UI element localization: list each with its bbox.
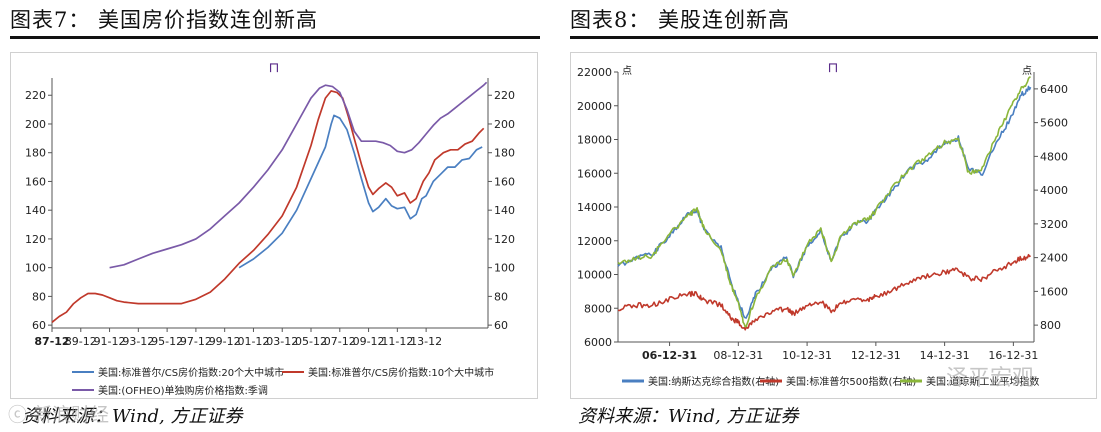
x-tick-label: 07-12 (324, 335, 356, 348)
y-tick-label-left: 16000 (577, 167, 612, 180)
x-tick-label: 87-12 (34, 335, 69, 348)
y-tick-label-left: 14000 (577, 201, 612, 214)
y-tick-label-right: 3200 (1040, 218, 1068, 231)
y-tick-label-right: 6400 (1040, 83, 1068, 96)
x-tick-label: 03-12 (266, 335, 298, 348)
legend-label: 美国:标准普尔/CS房价指数:10个大中城市 (308, 366, 494, 379)
source-note: 资料来源：Wind, 方正证券 (578, 406, 799, 427)
x-tick-label: 10-12-31 (782, 349, 832, 362)
panel-title: 图表8： 美股连创新高 (570, 8, 791, 32)
chart-marker: ⊓ (828, 60, 839, 76)
x-tick-label: 91-12 (94, 335, 126, 348)
title-rule (10, 36, 540, 39)
y-tick-label-left: 140 (25, 204, 46, 217)
left-axis-unit: 点 (622, 65, 632, 77)
x-tick-label: 14-12-31 (920, 349, 970, 362)
y-tick-label-left: 8000 (584, 302, 612, 315)
y-tick-label-left: 22000 (577, 66, 612, 79)
x-tick-label: 12-12-31 (851, 349, 901, 362)
x-tick-label: 13-12 (410, 335, 442, 348)
y-tick-label-right: 120 (494, 233, 515, 246)
y-tick-label-right: 5600 (1040, 117, 1068, 130)
stock-index-chart: ⊓ 点 点 6000 8000 10000 12000 14000 16000 18000 200… (577, 60, 1068, 388)
y-tick-label-right: 140 (494, 204, 515, 217)
y-tick-label-right: 100 (494, 262, 515, 275)
y-tick-label-right: 4000 (1040, 184, 1068, 197)
x-tick-label: 01-12 (237, 335, 269, 348)
y-tick-label-left: 100 (25, 262, 46, 275)
y-tick-label-left: 6000 (584, 336, 612, 349)
y-tick-label-right: 180 (494, 147, 515, 160)
x-tick-label: 95-12 (151, 335, 183, 348)
y-tick-label-left: 120 (25, 233, 46, 246)
x-tick-label: 89-12 (65, 335, 97, 348)
panel-house-price: 图表7： 美国房价指数连创新高 ⊓ 60 60 80 80 100 100 120 120 14… (0, 0, 545, 432)
series-line-3 (617, 76, 1031, 328)
chart-marker: ⊓ (269, 60, 280, 76)
y-tick-label-left: 10000 (577, 269, 612, 282)
y-tick-label-right: 2400 (1040, 252, 1068, 265)
legend-label: 美国:道琼斯工业平均指数 (926, 375, 1039, 388)
y-tick-label-right: 220 (494, 89, 515, 102)
series-line-1 (617, 85, 1032, 319)
y-tick-label-left: 180 (25, 147, 46, 160)
y-tick-label-left: 12000 (577, 235, 612, 248)
y-tick-label-left: 20000 (577, 100, 612, 113)
y-tick-label-right: 160 (494, 175, 515, 188)
legend-label: 美国:标准普尔500指数(右轴) (786, 375, 916, 388)
x-tick-label: 11-12 (381, 335, 413, 348)
x-tick-label: 99-12 (209, 335, 241, 348)
y-tick-label-left: 200 (25, 118, 46, 131)
x-tick-label: 05-12 (295, 335, 327, 348)
series-line-2 (617, 253, 1031, 331)
watermark-left: ⓒ 新浪财经 (8, 404, 110, 426)
x-tick-label: 06-12-31 (642, 349, 697, 362)
y-tick-label-left: 160 (25, 175, 46, 188)
x-tick-label: 09-12 (353, 335, 385, 348)
series-line-1 (238, 114, 483, 269)
y-tick-label-right: 80 (494, 290, 508, 303)
legend-label: 美国:标准普尔/CS房价指数:20个大中城市 (98, 366, 284, 379)
x-tick-label: 08-12-31 (713, 349, 763, 362)
legend-label: 美国:纳斯达克综合指数(右轴) (648, 375, 779, 388)
panel-stock-index: 图表8： 美股连创新高 ⊓ 点 点 6000 8000 10000 12000 14000 1… (560, 0, 1101, 432)
x-tick-label: 16-12-31 (988, 349, 1038, 362)
x-tick-label: 97-12 (180, 335, 212, 348)
panel-title: 图表7： 美国房价指数连创新高 (10, 8, 319, 32)
y-tick-label-left: 18000 (577, 134, 612, 147)
y-tick-label-left: 220 (25, 89, 46, 102)
y-tick-label-left: 80 (32, 290, 46, 303)
x-tick-label: 93-12 (122, 335, 154, 348)
y-tick-label-right: 1600 (1040, 285, 1068, 298)
watermark-right: 泽平宏观 (946, 366, 1035, 391)
title-rule (570, 36, 1098, 39)
house-price-chart: ⊓ 60 60 80 80 100 100 120 120 140 140 160 160 180 180… (25, 60, 515, 397)
series-line-3 (109, 81, 488, 269)
legend-label: 美国:(OFHEO)单独购房价格指数:季调 (98, 384, 268, 397)
source-note: 资料来源：Wind, 方正证券 (22, 406, 243, 427)
y-tick-label-right: 200 (494, 118, 515, 131)
right-axis-unit: 点 (1022, 65, 1032, 77)
y-tick-label-right: 4800 (1040, 150, 1068, 163)
y-tick-label-left: 60 (32, 319, 46, 332)
y-tick-label-right: 800 (1040, 319, 1061, 332)
series-line-2 (51, 90, 485, 323)
y-tick-label-right: 60 (494, 319, 508, 332)
